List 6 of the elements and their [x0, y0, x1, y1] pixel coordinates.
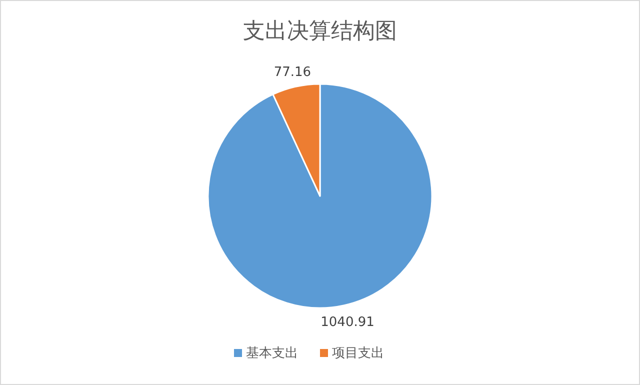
pie-slice: [207, 83, 433, 309]
data-label: 77.16: [274, 64, 312, 80]
data-label: 1040.91: [320, 315, 374, 330]
chart-title: 支出决算结构图: [243, 19, 397, 44]
legend-label: 基本支出: [246, 346, 298, 361]
legend-label: 项目支出: [332, 346, 384, 361]
